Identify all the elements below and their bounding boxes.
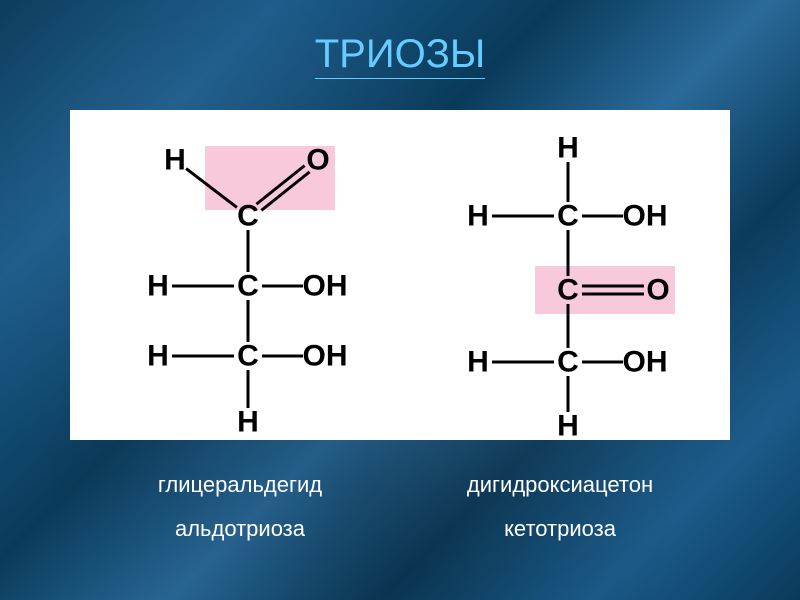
structures-panel: HOCHCOHHCOHH HHCOHCOHCOHH	[70, 110, 730, 440]
label-left-name: глицеральдегид	[100, 472, 380, 498]
label-right-name: дигидроксиацетон	[420, 472, 700, 498]
svg-text:C: C	[557, 200, 579, 233]
svg-text:H: H	[237, 406, 259, 439]
svg-text:O: O	[646, 274, 669, 307]
svg-text:H: H	[557, 132, 579, 165]
svg-text:C: C	[557, 274, 579, 307]
svg-text:H: H	[147, 340, 169, 373]
svg-text:OH: OH	[623, 346, 668, 379]
svg-text:OH: OH	[303, 270, 348, 303]
svg-text:C: C	[237, 270, 259, 303]
svg-text:OH: OH	[623, 200, 668, 233]
slide-title-text: ТРИОЗЫ	[315, 32, 486, 79]
svg-text:H: H	[164, 144, 186, 177]
svg-text:C: C	[557, 346, 579, 379]
svg-text:C: C	[237, 340, 259, 373]
svg-text:H: H	[467, 346, 489, 379]
svg-text:C: C	[237, 200, 259, 233]
molecule-dihydroxyacetone: HHCOHCOHCOHH	[420, 110, 720, 440]
svg-text:H: H	[147, 270, 169, 303]
slide-title: ТРИОЗЫ	[0, 32, 800, 77]
svg-text:H: H	[467, 200, 489, 233]
svg-text:O: O	[306, 144, 329, 177]
label-left-type: альдотриоза	[100, 516, 380, 542]
svg-text:H: H	[557, 410, 579, 441]
molecule-glyceraldehyde: HOCHCOHHCOHH	[100, 110, 400, 440]
svg-text:OH: OH	[303, 340, 348, 373]
label-right-type: кетотриоза	[420, 516, 700, 542]
